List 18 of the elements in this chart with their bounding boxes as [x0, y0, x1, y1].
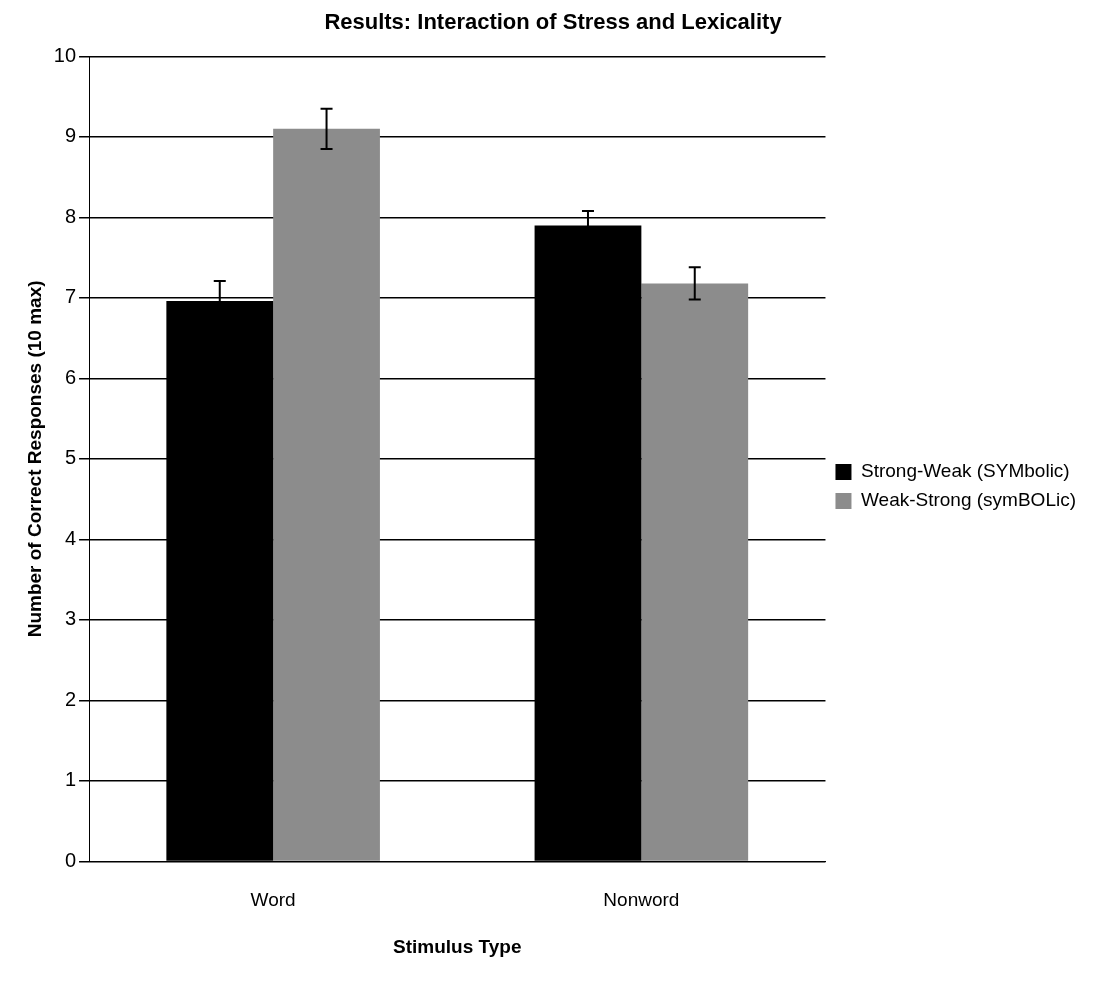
chart-title: Results: Interaction of Stress and Lexicality — [324, 9, 783, 35]
y-tick-label: 5 — [64, 446, 77, 469]
x-tick-label: Word — [250, 889, 296, 911]
legend-label: Strong-Weak (SYMbolic) — [860, 460, 1070, 482]
y-tick-label: 6 — [64, 365, 77, 388]
y-tick-label: 9 — [64, 124, 77, 147]
y-tick-label: 0 — [64, 848, 77, 871]
y-tick-label: 3 — [64, 607, 77, 630]
y-tick-label: 10 — [53, 43, 77, 66]
y-axis-title: Number of Correct Responses (10 max) — [23, 280, 45, 638]
x-tick-label: Nonword — [603, 889, 680, 911]
legend-label: Weak-Strong (symBOLic) — [860, 489, 1076, 511]
x-axis-title: Stimulus Type — [393, 935, 522, 957]
y-tick-label: 2 — [64, 687, 77, 710]
y-tick-label: 8 — [64, 204, 77, 227]
y-tick-label: 1 — [64, 768, 77, 791]
y-tick-label: 7 — [64, 285, 77, 308]
y-tick-label: 4 — [64, 526, 77, 549]
